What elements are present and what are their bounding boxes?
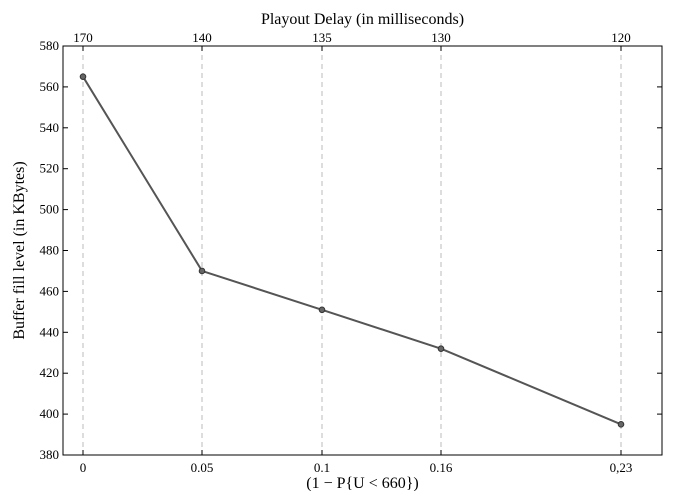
data-point bbox=[318, 306, 326, 314]
x-tick-label: 0.1 bbox=[314, 460, 330, 475]
plot-area-frame bbox=[62, 45, 663, 456]
y-tick-label: 380 bbox=[40, 447, 60, 462]
data-point bbox=[437, 345, 445, 352]
top-axis-title: Playout Delay (in milliseconds) bbox=[261, 11, 464, 28]
x-axis-ticks: 0 0.05 0.1 0.16 0,23 bbox=[80, 450, 633, 475]
y-axis-title: Buffer fill level (in KBytes) bbox=[11, 161, 28, 339]
data-point bbox=[198, 267, 206, 275]
y-tick-label: 560 bbox=[40, 79, 60, 94]
x-axis-title: (1 − P{U < 660}) bbox=[306, 475, 419, 491]
x-tick-label: 0.05 bbox=[191, 460, 214, 475]
y-tick-label: 440 bbox=[40, 324, 60, 339]
top-tick-label: 120 bbox=[611, 30, 631, 45]
top-tick-label: 170 bbox=[73, 30, 93, 45]
series-line-path bbox=[82, 76, 622, 426]
top-tick-label: 135 bbox=[312, 30, 332, 45]
y-tick-label: 580 bbox=[40, 38, 60, 53]
top-axis-ticks: 170 140 135 130 120 bbox=[73, 30, 631, 51]
data-point bbox=[617, 421, 625, 428]
vertical-gridlines bbox=[82, 46, 622, 455]
y-axis-ticks: 380 400 420 440 460 480 500 520 540 560 580 bbox=[40, 38, 662, 462]
top-tick-label: 140 bbox=[192, 30, 212, 45]
y-tick-label: 400 bbox=[40, 406, 60, 421]
x-tick-label: 0.16 bbox=[430, 460, 453, 475]
y-tick-label: 480 bbox=[40, 243, 60, 258]
y-tick-label: 500 bbox=[40, 202, 60, 217]
y-tick-label: 460 bbox=[40, 283, 60, 298]
y-tick-label: 520 bbox=[40, 161, 60, 176]
data-point bbox=[79, 73, 87, 80]
x-tick-label: 0,23 bbox=[610, 460, 633, 475]
series-line bbox=[79, 73, 625, 428]
y-tick-label: 420 bbox=[40, 365, 60, 380]
top-tick-label: 130 bbox=[431, 30, 451, 45]
y-tick-label: 540 bbox=[40, 120, 60, 135]
x-tick-label: 0 bbox=[80, 460, 87, 475]
